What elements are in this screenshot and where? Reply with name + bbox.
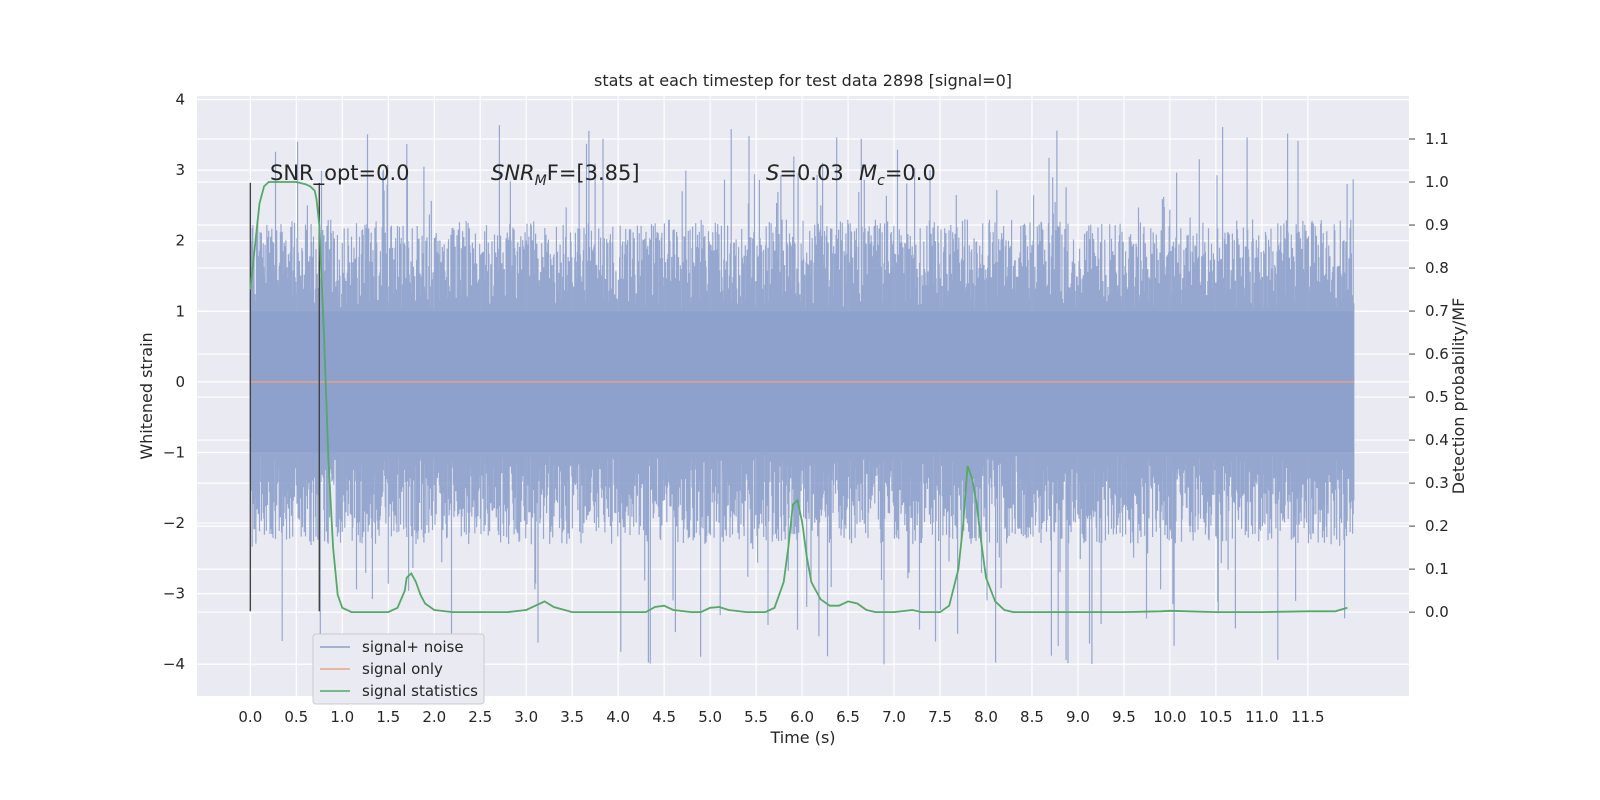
annotation-mc: Mc=0.0 [859, 161, 936, 189]
x-tick-label: 9.0 [1066, 708, 1090, 726]
y-left-tick-label: −4 [163, 655, 185, 673]
y-left-axis-label: Whitened strain [137, 332, 156, 459]
series-signal-statistics [249, 181, 1348, 613]
y-right-tick-label: 0.4 [1425, 431, 1449, 449]
y-left-tick-label: 4 [175, 91, 185, 109]
legend: signal+ noise signal only signal statist… [312, 633, 485, 705]
annotation-snr-opt: SNR_opt=0.0 [270, 161, 410, 186]
y-right-tick-label: 0.6 [1425, 345, 1449, 363]
chart-title: stats at each timestep for test data 289… [594, 71, 1012, 90]
x-tick-label: 1.5 [376, 708, 400, 726]
y-right-tick-labels: 0.0 0.1 0.2 0.3 0.4 0.5 0.6 0.7 0.8 0.9 1.0 1.1 [1409, 130, 1449, 621]
y-right-tick-label: 1.1 [1425, 130, 1449, 148]
legend-label-signal-only: signal only [362, 660, 443, 678]
x-tick-label: 11.5 [1291, 708, 1324, 726]
marker-lines [249, 182, 321, 612]
y-left-tick-label: −2 [163, 514, 185, 532]
y-right-tick-label: 0.2 [1425, 517, 1449, 535]
x-tick-label: 10.5 [1199, 708, 1232, 726]
x-tick-label: 3.5 [560, 708, 584, 726]
y-right-tick-label: 0.0 [1425, 603, 1449, 621]
annotation-snr-mf-subscript: M [535, 173, 547, 189]
x-tick-label: 10.0 [1153, 708, 1186, 726]
y-left-tick-label: 3 [175, 161, 185, 179]
y-right-tick-label: 0.3 [1425, 474, 1449, 492]
x-tick-label: 4.0 [606, 708, 630, 726]
y-right-axis-label: Detection probability/MF [1449, 298, 1468, 495]
x-axis-label: Time (s) [769, 728, 835, 747]
y-right-tick-label: 0.8 [1425, 259, 1449, 277]
legend-label-signal-plus-noise: signal+ noise [362, 638, 464, 656]
y-left-tick-label: 0 [175, 373, 185, 391]
annotation-snr-mf: SNRMF=[3.85] [491, 161, 640, 189]
y-left-tick-label: 2 [175, 232, 185, 250]
x-tick-label: 8.0 [974, 708, 998, 726]
y-right-tick-label: 0.9 [1425, 216, 1449, 234]
y-left-tick-label: 1 [175, 302, 185, 320]
annotation-snr-mf-value: F=[3.85] [547, 161, 640, 185]
x-tick-label: 7.0 [882, 708, 906, 726]
x-tick-label: 5.5 [744, 708, 768, 726]
x-tick-label: 6.5 [836, 708, 860, 726]
x-tick-label: 3.0 [514, 708, 538, 726]
x-tick-label: 0.0 [238, 708, 262, 726]
signal-statistics-line [249, 181, 1348, 613]
x-tick-labels: 0.0 0.5 1.0 1.5 2.0 2.5 3.0 3.5 4.0 4.5 5.0 5.5 6.0 6… [238, 708, 1324, 726]
y-right-tick-label: 0.5 [1425, 388, 1449, 406]
x-tick-label: 0.5 [284, 708, 308, 726]
x-tick-label: 11.0 [1245, 708, 1278, 726]
y-left-tick-label: −3 [163, 585, 185, 603]
y-right-tick-label: 0.1 [1425, 560, 1449, 578]
annotation-s-symbol: S [766, 161, 779, 185]
x-tick-label: 4.5 [652, 708, 676, 726]
y-right-tick-label: 0.7 [1425, 302, 1449, 320]
annotation-s-value: =0.03 [779, 161, 843, 185]
x-tick-label: 8.5 [1020, 708, 1044, 726]
x-tick-label: 1.0 [330, 708, 354, 726]
annotation-snr-mf-symbol: SNR [491, 161, 535, 185]
legend-label-signal-statistics: signal statistics [362, 682, 478, 700]
x-tick-label: 2.5 [468, 708, 492, 726]
legend-box [312, 633, 485, 705]
x-tick-label: 9.5 [1112, 708, 1136, 726]
x-tick-label: 5.0 [698, 708, 722, 726]
annotation-s: S=0.03 [766, 161, 844, 185]
y-right-tick-label: 1.0 [1425, 173, 1449, 191]
x-tick-label: 6.0 [790, 708, 814, 726]
x-tick-label: 2.0 [422, 708, 446, 726]
x-tick-label: 7.5 [928, 708, 952, 726]
annotation-mc-value: =0.0 [885, 161, 936, 185]
annotation-mc-symbol: M [859, 161, 877, 185]
annotation-mc-subscript: c [877, 173, 885, 189]
y-left-tick-label: −1 [163, 443, 185, 461]
y-left-tick-labels: −4 −3 −2 −1 0 1 2 3 4 [163, 91, 185, 674]
